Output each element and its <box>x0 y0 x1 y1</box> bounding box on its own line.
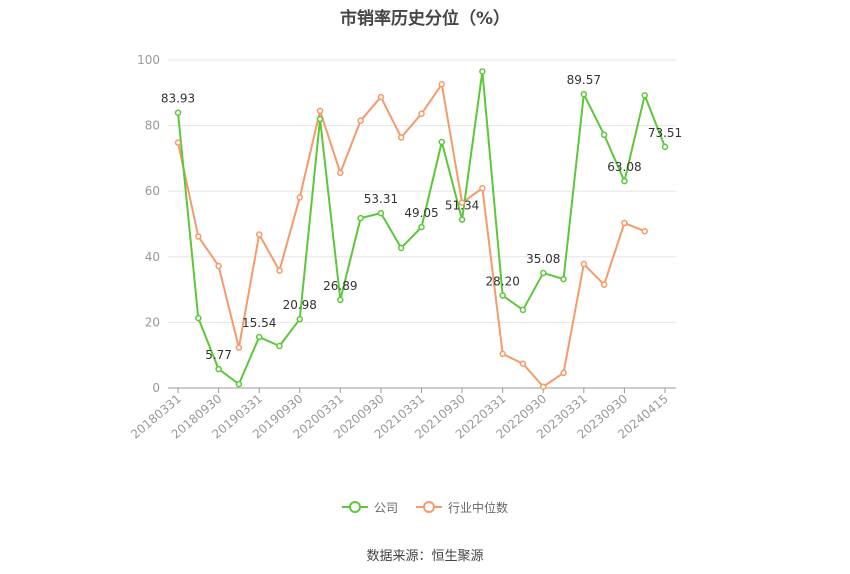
data-point[interactable] <box>540 269 547 277</box>
data-point[interactable] <box>418 110 425 118</box>
data-point[interactable] <box>519 306 527 314</box>
data-point[interactable] <box>337 296 344 304</box>
data-point[interactable] <box>357 117 364 124</box>
series-line-1 <box>177 83 646 388</box>
data-point[interactable] <box>479 68 486 75</box>
legend-item-company[interactable]: 公司 <box>341 499 398 516</box>
data-point[interactable] <box>641 92 648 99</box>
source-note: 数据来源：恒生聚源 <box>366 549 484 564</box>
data-point[interactable] <box>195 233 202 240</box>
data-point[interactable] <box>215 262 222 270</box>
data-point[interactable] <box>621 219 628 227</box>
data-point[interactable] <box>316 115 324 123</box>
data-point[interactable] <box>397 134 405 141</box>
y-tick-label: 40 <box>145 250 160 264</box>
data-point[interactable] <box>255 333 263 341</box>
data-point[interactable] <box>397 244 405 252</box>
data-point[interactable] <box>296 315 303 323</box>
data-points[interactable] <box>174 68 669 390</box>
data-point[interactable] <box>580 90 588 98</box>
data-point[interactable] <box>255 231 263 238</box>
data-label: 83.93 <box>161 92 195 106</box>
data-point[interactable] <box>215 365 222 373</box>
data-point[interactable] <box>276 342 283 350</box>
grid-lines <box>168 59 676 323</box>
data-point[interactable] <box>621 177 628 185</box>
data-point[interactable] <box>337 169 344 177</box>
data-point[interactable] <box>600 131 608 139</box>
data-point[interactable] <box>499 350 506 358</box>
legend-swatch-industry-median <box>416 501 442 513</box>
data-point[interactable] <box>580 260 588 268</box>
y-tick-label: 80 <box>145 119 160 133</box>
data-point[interactable] <box>438 138 446 146</box>
legend: 公司 行业中位数 <box>0 497 850 517</box>
data-label: 15.54 <box>242 316 276 330</box>
data-point[interactable] <box>641 227 648 235</box>
legend-label-company: 公司 <box>373 500 398 515</box>
data-point[interactable] <box>174 109 182 116</box>
data-point[interactable] <box>540 383 547 390</box>
y-tick-label: 60 <box>145 184 160 198</box>
data-point[interactable] <box>479 184 486 192</box>
data-point[interactable] <box>560 275 567 283</box>
data-label: 53.31 <box>364 192 398 206</box>
data-point[interactable] <box>519 360 527 367</box>
data-point[interactable] <box>296 194 303 201</box>
legend-swatch-company <box>341 501 368 513</box>
data-label: 89.57 <box>567 73 601 87</box>
data-point[interactable] <box>357 214 364 222</box>
data-point[interactable] <box>661 143 669 151</box>
data-point[interactable] <box>458 216 466 223</box>
y-tick-label: 0 <box>152 381 160 395</box>
data-point[interactable] <box>458 199 466 206</box>
data-point[interactable] <box>235 344 243 351</box>
data-label: 73.51 <box>648 126 682 140</box>
data-point[interactable] <box>600 281 608 288</box>
data-label: 28.20 <box>485 275 519 289</box>
data-label: 35.08 <box>526 252 560 266</box>
data-label: 63.08 <box>607 160 641 174</box>
data-point[interactable] <box>316 107 324 115</box>
data-label: 49.05 <box>404 206 438 220</box>
y-tick-label: 20 <box>145 315 160 329</box>
data-point[interactable] <box>276 267 283 274</box>
legend-label-industry-median: 行业中位数 <box>448 500 509 515</box>
data-label: 20.98 <box>283 298 317 312</box>
data-point[interactable] <box>195 314 202 322</box>
y-tick-label: 100 <box>137 53 160 67</box>
data-label: 5.77 <box>205 348 232 362</box>
chart-title: 市销率历史分位（%） <box>339 9 511 29</box>
data-point[interactable] <box>418 223 425 231</box>
legend-item-industry-median[interactable]: 行业中位数 <box>416 499 508 516</box>
data-point[interactable] <box>499 292 506 299</box>
data-point[interactable] <box>174 139 182 146</box>
data-point[interactable] <box>235 380 243 388</box>
data-point[interactable] <box>438 81 446 88</box>
data-label: 51.34 <box>445 199 479 213</box>
data-point[interactable] <box>560 369 567 377</box>
data-point[interactable] <box>377 209 385 217</box>
data-label: 26.89 <box>323 279 357 293</box>
data-point[interactable] <box>377 93 385 101</box>
data-labels: 83.93 5.77 15.54 20.98 26.89 53.31 49.05 51.34 2… <box>161 73 682 362</box>
